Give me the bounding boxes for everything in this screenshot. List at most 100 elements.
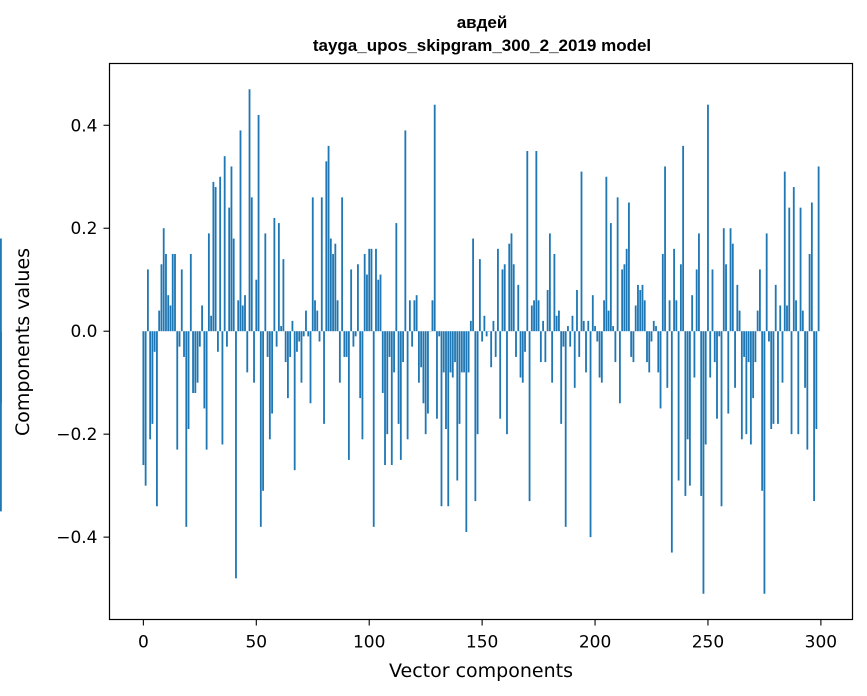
bar-196 (585, 331, 587, 373)
bar-258 (725, 264, 727, 332)
bar-45 (244, 295, 246, 332)
bar-122 (417, 331, 420, 383)
bar-224 (648, 331, 651, 373)
bar-73 (307, 331, 310, 337)
bar-254 (716, 331, 718, 419)
bar-155 (492, 320, 495, 332)
bar-81 (325, 161, 328, 332)
bar-215 (628, 202, 630, 332)
bar-157 (497, 248, 499, 332)
x-tick-label: 150 (466, 633, 498, 653)
bar-271 (754, 331, 757, 363)
bar-86 (336, 300, 339, 332)
bar-118 (408, 300, 411, 332)
bar-212 (621, 269, 624, 332)
bar-264 (738, 310, 741, 332)
bar-89 (343, 331, 346, 357)
bar-148 (476, 331, 479, 435)
bar-290 (797, 331, 800, 435)
bar-190 (571, 315, 574, 332)
bar-299 (817, 166, 820, 332)
bar-198 (589, 331, 592, 538)
bar-44 (241, 305, 244, 332)
x-axis-ticks: 0 50 100 150 200 250 300 (138, 619, 837, 653)
bar-36 (223, 156, 226, 332)
bar-34 (219, 176, 222, 332)
bar-17 (180, 269, 183, 332)
bar-287 (790, 331, 793, 435)
bar-275 (763, 331, 766, 594)
y-tick-label: −0.4 (56, 528, 97, 548)
bar-47 (248, 89, 251, 332)
bar-59 (275, 331, 278, 347)
x-tick-label: 200 (579, 633, 611, 653)
bar-124 (422, 331, 425, 404)
bar-241 (686, 331, 689, 440)
bar-61 (280, 326, 283, 332)
bar-143 (465, 331, 468, 532)
bar-103 (375, 248, 377, 332)
bar-187 (564, 331, 567, 527)
bar-101 (370, 248, 373, 332)
bar-23 (194, 331, 197, 393)
bar-282 (779, 305, 782, 332)
bar-201 (596, 331, 599, 342)
bar-279 (772, 331, 775, 424)
bar-188 (567, 326, 569, 332)
bar-181 (551, 331, 554, 383)
bar-226 (652, 320, 655, 332)
bar-259 (727, 331, 730, 414)
bar-32 (214, 187, 217, 332)
bar-82 (327, 145, 330, 332)
bar-228 (657, 331, 660, 373)
bar-50 (255, 279, 258, 332)
bar-97 (361, 331, 364, 440)
bar-93 (352, 331, 355, 347)
bar-227 (655, 326, 657, 332)
bar-162 (508, 243, 511, 332)
bar-171 (528, 331, 531, 502)
bar-176 (539, 331, 542, 363)
bar-229 (659, 331, 662, 409)
bar-12 (169, 305, 172, 332)
bar-70 (300, 331, 303, 383)
bar-211 (618, 331, 621, 404)
bar-234 (670, 331, 673, 553)
bar-139 (456, 331, 459, 481)
bar-119 (411, 331, 414, 347)
bar-55 (266, 331, 269, 357)
bar-75 (311, 197, 314, 332)
bar-113 (397, 331, 400, 424)
bar-246 (698, 233, 700, 332)
bar-110 (390, 331, 393, 466)
bar-222 (643, 300, 646, 332)
bar-276 (765, 233, 768, 332)
bar-243 (691, 295, 694, 332)
bar-27 (203, 331, 206, 409)
bar-145 (469, 320, 472, 332)
bar-277 (768, 331, 770, 342)
bar-11 (167, 295, 170, 332)
bar-7 (158, 310, 161, 332)
bar-173 (533, 300, 535, 332)
bar-219 (637, 284, 639, 332)
bar-281 (777, 331, 779, 424)
bar-21 (189, 253, 192, 332)
bar-128 (431, 300, 434, 332)
bar-177 (542, 320, 545, 332)
bar-149 (478, 259, 481, 332)
bar-14 (174, 253, 176, 332)
bar-250 (707, 104, 709, 332)
bar-147 (474, 331, 477, 502)
bar-185 (560, 331, 563, 424)
bar-220 (639, 290, 642, 332)
bar-214 (625, 248, 628, 332)
bar-167 (519, 331, 522, 378)
bar-49 (253, 331, 255, 383)
bar-256 (720, 331, 723, 507)
bar-42 (237, 300, 240, 332)
bar-270 (752, 331, 755, 399)
bar-164 (512, 264, 515, 332)
